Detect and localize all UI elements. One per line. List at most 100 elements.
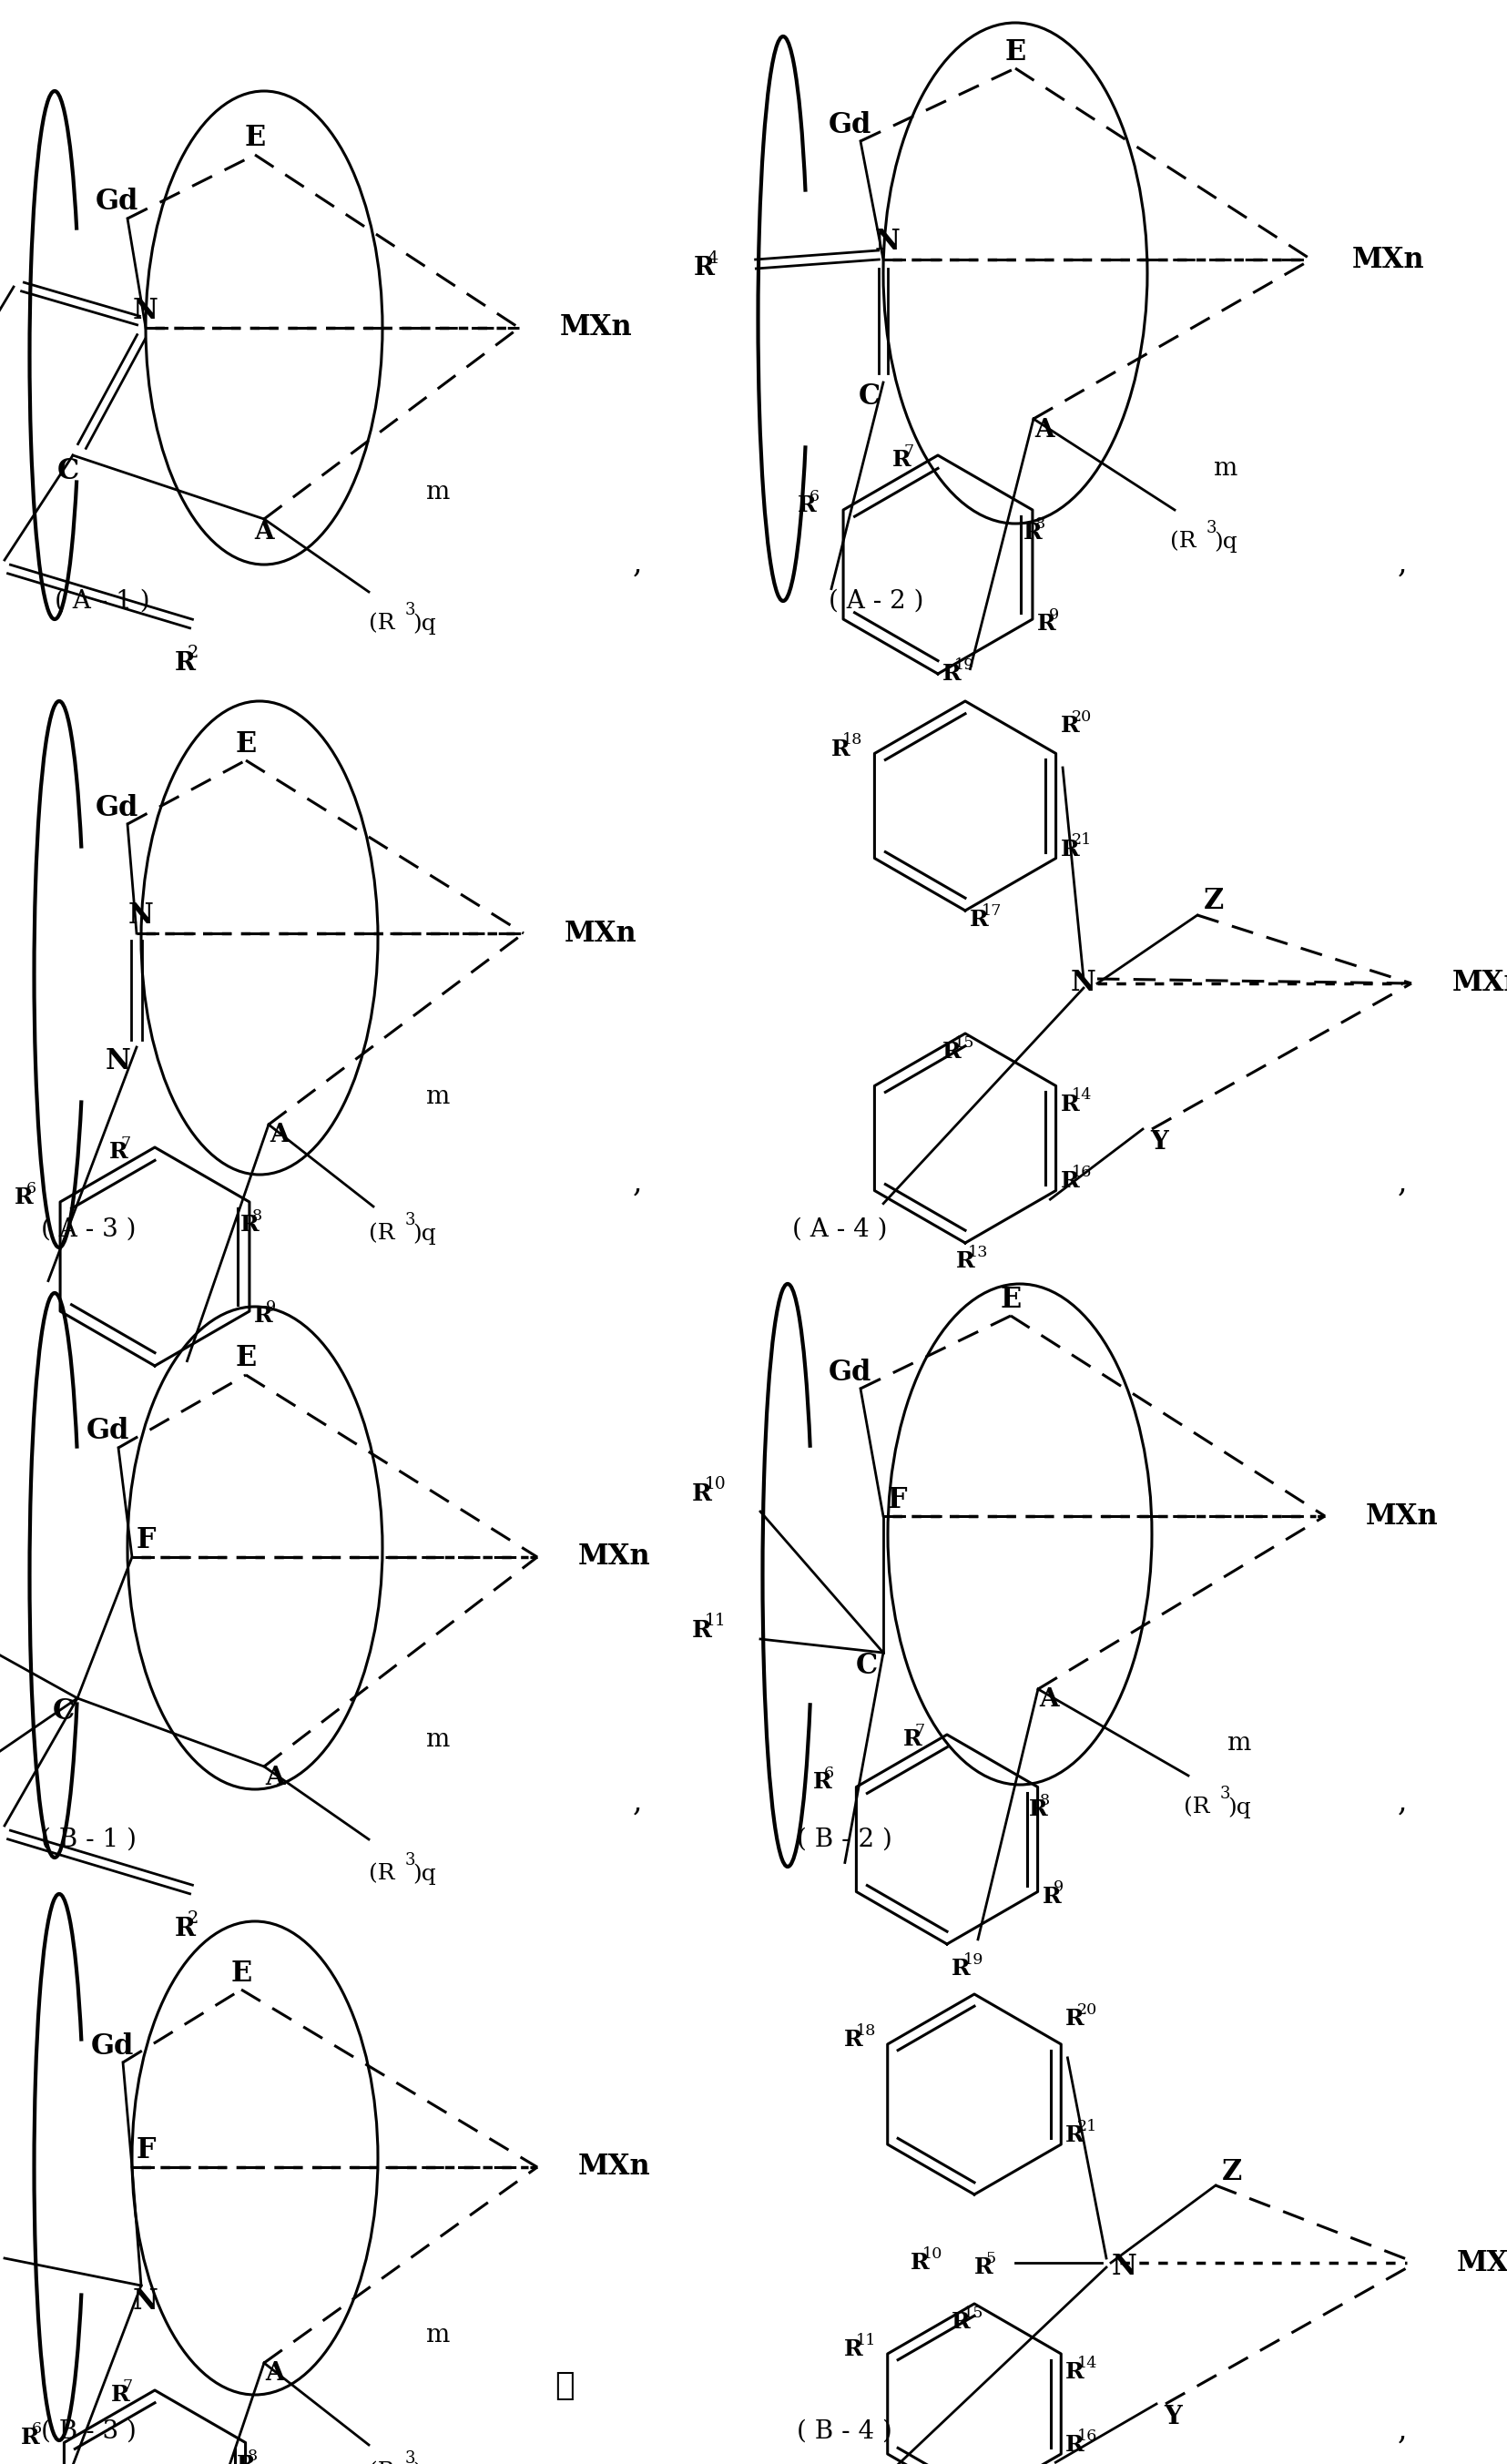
Text: R: R	[112, 2383, 130, 2405]
Text: R: R	[975, 2257, 993, 2279]
Text: R: R	[955, 1249, 975, 1271]
Text: R: R	[844, 2338, 862, 2361]
Text: Y: Y	[1150, 1131, 1168, 1156]
Text: )q: )q	[413, 1222, 436, 1244]
Text: Gd: Gd	[86, 1417, 130, 1446]
Text: 8: 8	[252, 1207, 262, 1225]
Text: )q: )q	[1228, 1796, 1251, 1818]
Text: R: R	[971, 909, 989, 931]
Text: F: F	[888, 1486, 907, 1513]
Text: 16: 16	[1078, 2427, 1097, 2444]
Text: Gd: Gd	[827, 1358, 871, 1387]
Text: N: N	[133, 2287, 158, 2316]
Text: E: E	[1001, 1286, 1022, 1313]
Text: N: N	[1112, 2252, 1138, 2282]
Text: MXn: MXn	[579, 1542, 651, 1572]
Text: 6: 6	[824, 1767, 835, 1781]
Text: 14: 14	[1071, 1087, 1093, 1104]
Text: 9: 9	[1053, 1880, 1064, 1895]
Text: R: R	[1061, 838, 1079, 860]
Text: F: F	[136, 1528, 155, 1555]
Text: 11: 11	[704, 1611, 726, 1629]
Text: m: m	[425, 1727, 449, 1752]
Text: C: C	[57, 458, 80, 485]
Text: R: R	[942, 1040, 961, 1062]
Text: 8: 8	[1035, 515, 1044, 532]
Text: Z: Z	[1222, 2158, 1242, 2186]
Text: 11: 11	[856, 2333, 876, 2348]
Text: 3: 3	[405, 1853, 416, 1868]
Text: ( B - 3 ): ( B - 3 )	[41, 2420, 137, 2444]
Text: 18: 18	[856, 2023, 876, 2038]
Text: C: C	[859, 382, 880, 409]
Text: 15: 15	[963, 2306, 984, 2321]
Text: 16: 16	[1071, 1165, 1093, 1180]
Text: ( A - 4 ): ( A - 4 )	[793, 1217, 888, 1242]
Text: R: R	[1023, 522, 1043, 545]
Text: 13: 13	[967, 1244, 989, 1259]
Text: A: A	[255, 520, 274, 545]
Text: ,: ,	[633, 549, 642, 579]
Text: ,: ,	[633, 1789, 642, 1818]
Text: A: A	[1035, 416, 1055, 441]
Text: E: E	[244, 123, 265, 153]
Text: N: N	[105, 1047, 131, 1074]
Text: ,: ,	[1397, 1789, 1408, 1818]
Text: MXn: MXn	[579, 2154, 651, 2181]
Text: MXn: MXn	[565, 919, 637, 949]
Text: Gd: Gd	[827, 111, 871, 138]
Text: A: A	[270, 1124, 289, 1148]
Text: N: N	[133, 298, 158, 325]
Text: R: R	[1029, 1799, 1047, 1821]
Text: (R: (R	[1169, 532, 1197, 552]
Text: 3: 3	[1221, 1786, 1231, 1801]
Text: 2: 2	[187, 1910, 199, 1927]
Text: 3: 3	[1207, 520, 1218, 537]
Text: (R: (R	[369, 614, 395, 633]
Text: 18: 18	[842, 732, 862, 747]
Text: R: R	[892, 448, 912, 471]
Text: R: R	[1037, 614, 1056, 636]
Text: MXn: MXn	[1453, 968, 1507, 998]
Text: m: m	[1227, 1732, 1251, 1757]
Text: )q: )q	[1213, 532, 1237, 552]
Text: 6: 6	[26, 1180, 36, 1195]
Text: 9: 9	[265, 1299, 276, 1313]
Text: m: m	[425, 1084, 449, 1109]
Text: N: N	[1071, 968, 1096, 998]
Text: E: E	[235, 729, 256, 759]
Text: N: N	[128, 902, 154, 929]
Text: R: R	[692, 1481, 711, 1506]
Text: R: R	[692, 1619, 711, 1641]
Text: 8: 8	[247, 2449, 258, 2464]
Text: R: R	[1061, 1094, 1079, 1116]
Text: 4: 4	[707, 251, 717, 266]
Text: m: m	[425, 2324, 449, 2348]
Text: MXn: MXn	[1457, 2250, 1507, 2277]
Text: R: R	[1065, 2008, 1085, 2030]
Text: ( B - 1 ): ( B - 1 )	[41, 1828, 137, 1850]
Text: ( B - 4 ): ( B - 4 )	[797, 2420, 892, 2444]
Text: R: R	[951, 2311, 971, 2333]
Text: R: R	[1065, 2434, 1085, 2457]
Text: R: R	[951, 1959, 971, 1979]
Text: A: A	[265, 1764, 285, 1789]
Text: ,: ,	[1397, 2417, 1408, 2447]
Text: C: C	[856, 1653, 879, 1680]
Text: 9: 9	[1049, 606, 1059, 623]
Text: R: R	[830, 739, 850, 759]
Text: R: R	[812, 1772, 832, 1794]
Text: 21: 21	[1078, 2119, 1097, 2134]
Text: ( B - 2 ): ( B - 2 )	[797, 1828, 892, 1850]
Text: C: C	[53, 1698, 75, 1725]
Text: 19: 19	[954, 658, 975, 673]
Text: ( A - 1 ): ( A - 1 )	[54, 589, 149, 614]
Text: R: R	[1065, 2361, 1085, 2383]
Text: F: F	[136, 2136, 155, 2166]
Text: R: R	[942, 663, 961, 685]
Text: Gd: Gd	[95, 793, 139, 823]
Text: N: N	[876, 227, 901, 256]
Text: MXn: MXn	[561, 313, 633, 342]
Text: E: E	[231, 1959, 252, 1988]
Text: 3: 3	[405, 2449, 416, 2464]
